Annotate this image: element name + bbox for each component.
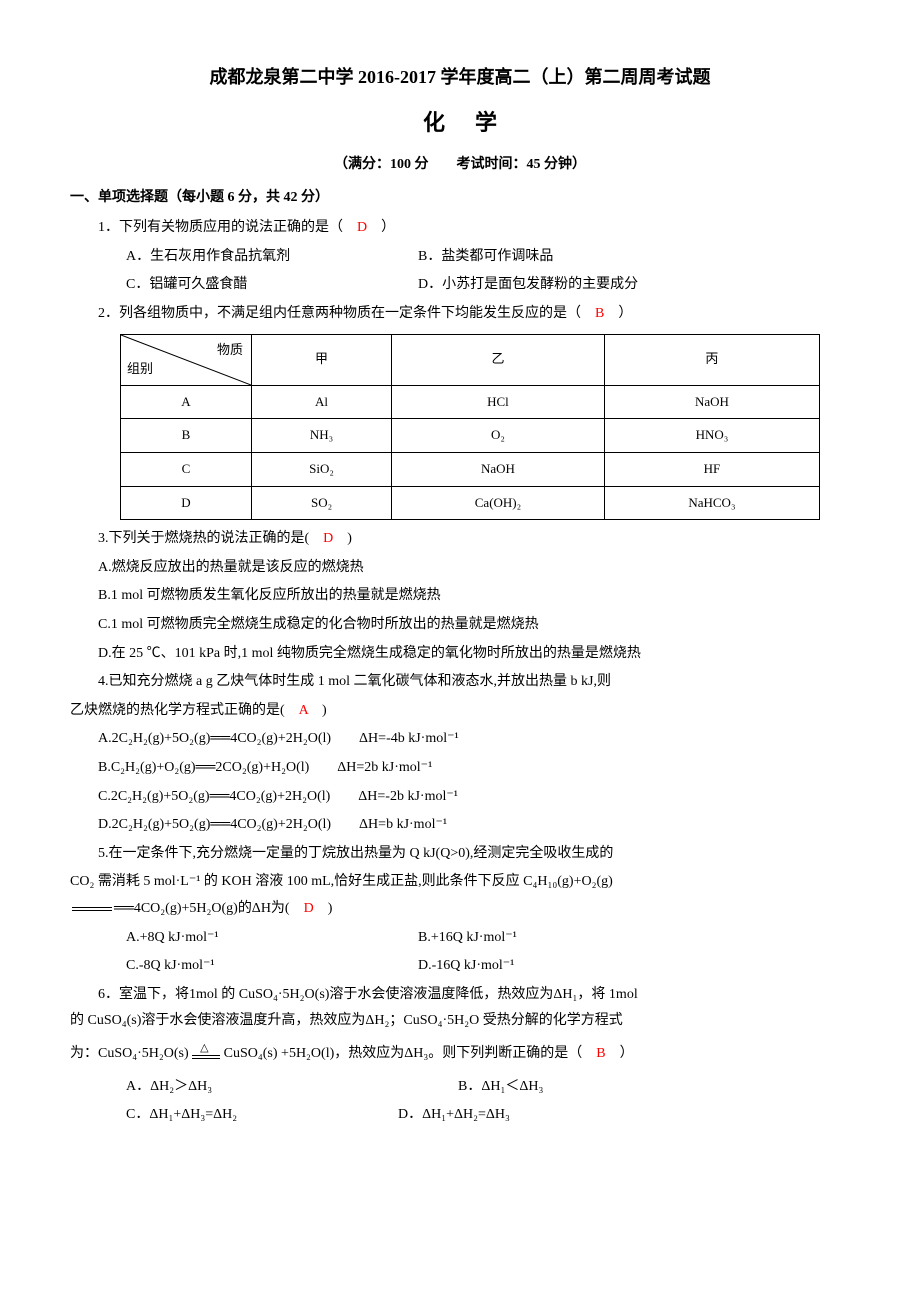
q5-options-row2: C.-8Q kJ·mol⁻¹D.-16Q kJ·mol⁻¹ — [70, 953, 850, 980]
q1-options-row1: A．生石灰用作食品抗氧剂B．盐类都可作调味品 — [70, 244, 850, 271]
cell: SO₂ — [252, 486, 392, 520]
q1-optD: D．小苏打是面包发酵粉的主要成分 — [418, 277, 638, 292]
q6-line3-pre: 为：CuSO₄·5H₂O(s) — [70, 1046, 192, 1061]
diag-top-label: 物质 — [217, 338, 243, 363]
q5-line1: 5.在一定条件下,充分燃烧一定量的丁烷放出热量为 Q kJ(Q>0),经测定完全… — [70, 841, 850, 868]
q1-optB: B．盐类都可作调味品 — [418, 249, 553, 264]
q3-stem-end: ) — [333, 531, 352, 546]
q3-stem: 3.下列关于燃烧热的说法正确的是( D ) — [70, 526, 850, 553]
q3-optD-text: D.在 25 ℃、101 kPa 时,1 mol 纯物质完全燃烧生成稳定的氧化物… — [98, 646, 641, 661]
q5-line3-pre: ══4CO₂(g)+5H₂O(g)的ΔH为( — [114, 901, 304, 916]
q5-optA: A.+8Q kJ·mol⁻¹ — [98, 925, 418, 952]
q2-stem-end: ） — [604, 306, 632, 321]
table-header-col1: 甲 — [252, 334, 392, 385]
q5-line2: CO₂ 需消耗 5 mol·L⁻¹ 的 KOH 溶液 100 mL,恰好生成正盐… — [70, 869, 850, 896]
q6-line1: 6．室温下，将1mol 的 CuSO₄·5H₂O(s)溶于水会使溶液温度降低，热… — [70, 982, 850, 1009]
q3-stem-text: 3.下列关于燃烧热的说法正确的是( — [98, 531, 323, 546]
q6-answer: B — [596, 1046, 605, 1061]
q6-options-row2: C．ΔH₁+ΔH₃=ΔH₂D．ΔH₁+ΔH₂=ΔH₃ — [70, 1102, 850, 1129]
q1-stem-end: ） — [367, 220, 395, 235]
cell: NH₃ — [252, 419, 392, 453]
q4-optA: A.2C₂H₂(g)+5O₂(g)══4CO₂(g)+2H₂O(l) ΔH=-4… — [70, 726, 850, 753]
cell-group: C — [121, 452, 252, 486]
table-row: D SO₂ Ca(OH)₂ NaHCO₃ — [121, 486, 820, 520]
q2-table: 物质 组别 甲 乙 丙 A Al HCl NaOH B NH₃ O₂ HNO₃ … — [120, 334, 820, 521]
q5-optC: C.-8Q kJ·mol⁻¹ — [98, 953, 418, 980]
q5-options-row1: A.+8Q kJ·mol⁻¹B.+16Q kJ·mol⁻¹ — [70, 925, 850, 952]
table-row: A Al HCl NaOH — [121, 385, 820, 419]
q6-line3-end: ） — [606, 1046, 634, 1061]
table-header-diagonal: 物质 组别 — [121, 334, 252, 385]
cell: NaOH — [392, 452, 605, 486]
q6-line3: 为：CuSO₄·5H₂O(s) △ CuSO₄(s) +5H₂O(l)，热效应为… — [70, 1041, 850, 1068]
table-row: 物质 组别 甲 乙 丙 — [121, 334, 820, 385]
table-header-col2: 乙 — [392, 334, 605, 385]
q6-optD: D．ΔH₁+ΔH₂=ΔH₃ — [398, 1107, 510, 1122]
heat-triangle-icon: △ — [192, 1047, 220, 1061]
q4-line1: 4.已知充分燃烧 a g 乙炔气体时生成 1 mol 二氧化碳气体和液态水,并放… — [70, 669, 850, 696]
q6-optC: C．ΔH₁+ΔH₃=ΔH₂ — [98, 1102, 398, 1129]
q1-optC: C．铝罐可久盛食醋 — [98, 272, 418, 299]
table-row: C SiO₂ NaOH HF — [121, 452, 820, 486]
cell: HCl — [392, 385, 605, 419]
q5-line3: ══4CO₂(g)+5H₂O(g)的ΔH为( D ) — [70, 896, 850, 923]
q2-answer: B — [595, 306, 604, 321]
q2-stem-text: 2．列各组物质中，不满足组内任意两种物质在一定条件下均能发生反应的是（ — [98, 306, 595, 321]
cell: HF — [604, 452, 819, 486]
q2-stem: 2．列各组物质中，不满足组内任意两种物质在一定条件下均能发生反应的是（ B ） — [70, 301, 850, 328]
cell: NaHCO₃ — [604, 486, 819, 520]
cell: Ca(OH)₂ — [392, 486, 605, 520]
q3-optC: C.1 mol 可燃物质完全燃烧生成稳定的化合物时所放出的热量就是燃烧热 — [70, 612, 850, 639]
q1-stem: 1．下列有关物质应用的说法正确的是（ D ） — [70, 215, 850, 242]
cell: O₂ — [392, 419, 605, 453]
q1-options-row2: C．铝罐可久盛食醋D．小苏打是面包发酵粉的主要成分 — [70, 272, 850, 299]
cell-group: A — [121, 385, 252, 419]
cell-group: B — [121, 419, 252, 453]
table-row: B NH₃ O₂ HNO₃ — [121, 419, 820, 453]
cell: HNO₃ — [604, 419, 819, 453]
q3-optA: A.燃烧反应放出的热量就是该反应的燃烧热 — [70, 555, 850, 582]
q4-optB: B.C₂H₂(g)+O₂(g)══2CO₂(g)+H₂O(l) ΔH=2b kJ… — [70, 755, 850, 782]
cell: NaOH — [604, 385, 819, 419]
q3-optD: D.在 25 ℃、101 kPa 时,1 mol 纯物质完全燃烧生成稳定的氧化物… — [70, 641, 850, 668]
diag-bottom-label: 组别 — [127, 357, 153, 382]
subject-title: 化学 — [70, 102, 850, 144]
equals-symbol — [72, 907, 112, 911]
q1-optA: A．生石灰用作食品抗氧剂 — [98, 244, 418, 271]
cell: SiO₂ — [252, 452, 392, 486]
q5-optD: D.-16Q kJ·mol⁻¹ — [418, 958, 514, 973]
cell-group: D — [121, 486, 252, 520]
exam-info: （满分：100 分 考试时间：45 分钟） — [70, 152, 850, 179]
table-header-col3: 丙 — [604, 334, 819, 385]
q4-line2-text: 乙炔燃烧的热化学方程式正确的是( — [70, 703, 299, 718]
q6-line3-mid: CuSO₄(s) +5H₂O(l)，热效应为ΔH₃。则下列判断正确的是（ — [220, 1046, 596, 1061]
q5-line3-end: ) — [314, 901, 333, 916]
q4-answer: A — [299, 703, 308, 718]
q4-optD: D.2C₂H₂(g)+5O₂(g)══4CO₂(g)+2H₂O(l) ΔH=b … — [70, 812, 850, 839]
q5-optB: B.+16Q kJ·mol⁻¹ — [418, 930, 517, 945]
q3-optB: B.1 mol 可燃物质发生氧化反应所放出的热量就是燃烧热 — [70, 583, 850, 610]
q3-answer: D — [323, 531, 333, 546]
q4-line2: 乙炔燃烧的热化学方程式正确的是( A ) — [70, 698, 850, 725]
document-title: 成都龙泉第二中学 2016-2017 学年度高二（上）第二周周考试题 — [70, 60, 850, 94]
q5-answer: D — [304, 901, 314, 916]
section-1-header: 一、单项选择题（每小题 6 分，共 42 分） — [70, 185, 850, 212]
q1-answer: D — [357, 220, 367, 235]
q6-optB: B．ΔH₁＜ΔH₃ — [458, 1079, 543, 1094]
q4-line2-end: ) — [308, 703, 327, 718]
q4-optC: C.2C₂H₂(g)+5O₂(g)══4CO₂(g)+2H₂O(l) ΔH=-2… — [70, 784, 850, 811]
q6-optA: A．ΔH₂＞ΔH₃ — [98, 1074, 458, 1101]
q1-stem-text: 1．下列有关物质应用的说法正确的是（ — [98, 220, 357, 235]
cell: Al — [252, 385, 392, 419]
q6-line2: 的 CuSO₄(s)溶于水会使溶液温度升高，热效应为ΔH₂；CuSO₄·5H₂O… — [70, 1008, 850, 1035]
q6-options-row1: A．ΔH₂＞ΔH₃B．ΔH₁＜ΔH₃ — [70, 1074, 850, 1101]
